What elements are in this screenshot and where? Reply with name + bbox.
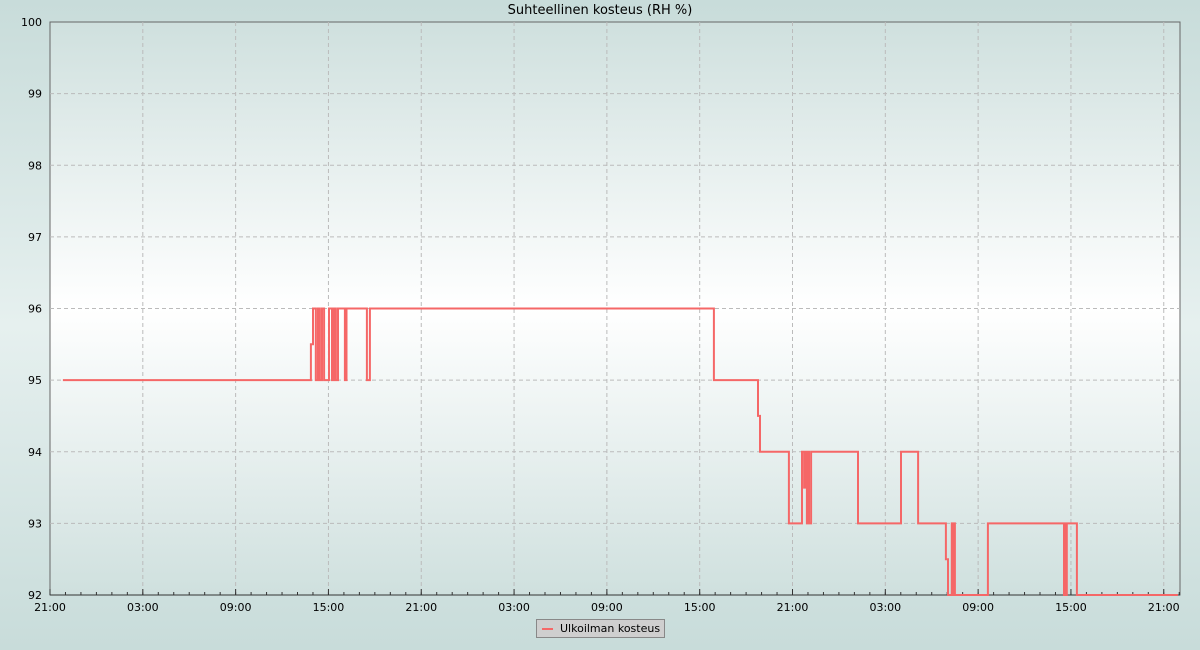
y-tick-label: 98 [28, 159, 42, 172]
x-tick-label: 21:00 [34, 601, 66, 614]
x-tick-label: 15:00 [1055, 601, 1087, 614]
y-tick-label: 94 [28, 446, 42, 459]
x-tick-label: 09:00 [591, 601, 623, 614]
x-tick-label: 03:00 [498, 601, 530, 614]
y-tick-label: 99 [28, 88, 42, 101]
series-line [62, 307, 1178, 596]
y-tick-label: 96 [28, 303, 42, 316]
y-tick-label: 93 [28, 517, 42, 530]
x-tick-label: 09:00 [962, 601, 994, 614]
y-tick-label: 97 [28, 231, 42, 244]
chart-title: Suhteellinen kosteus (RH %) [507, 3, 693, 18]
y-tick-label: 100 [21, 16, 42, 29]
y-tick-label: 92 [28, 589, 42, 602]
x-tick-label: 21:00 [1148, 601, 1180, 614]
x-tick-label: 21:00 [405, 601, 437, 614]
x-tick-label: 03:00 [869, 601, 901, 614]
x-tick-label: 15:00 [313, 601, 345, 614]
x-tick-label: 21:00 [777, 601, 809, 614]
x-tick-label: 03:00 [127, 601, 159, 614]
legend-swatch [542, 627, 553, 630]
legend-label: Ulkoilman kosteus [560, 622, 661, 635]
x-tick-label: 15:00 [684, 601, 716, 614]
legend[interactable]: Ulkoilman kosteus [536, 619, 665, 638]
y-tick-label: 95 [28, 374, 42, 387]
x-tick-label: 09:00 [220, 601, 252, 614]
